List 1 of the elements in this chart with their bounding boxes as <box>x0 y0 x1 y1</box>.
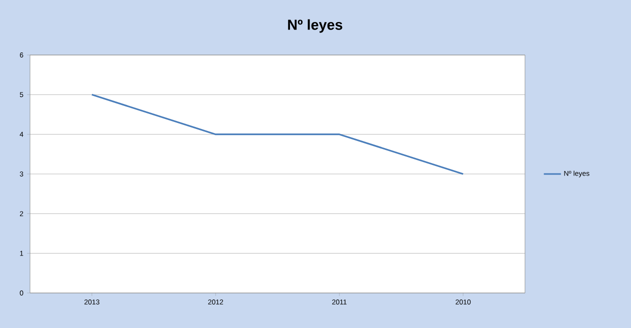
chart-title: Nº leyes <box>288 19 342 33</box>
